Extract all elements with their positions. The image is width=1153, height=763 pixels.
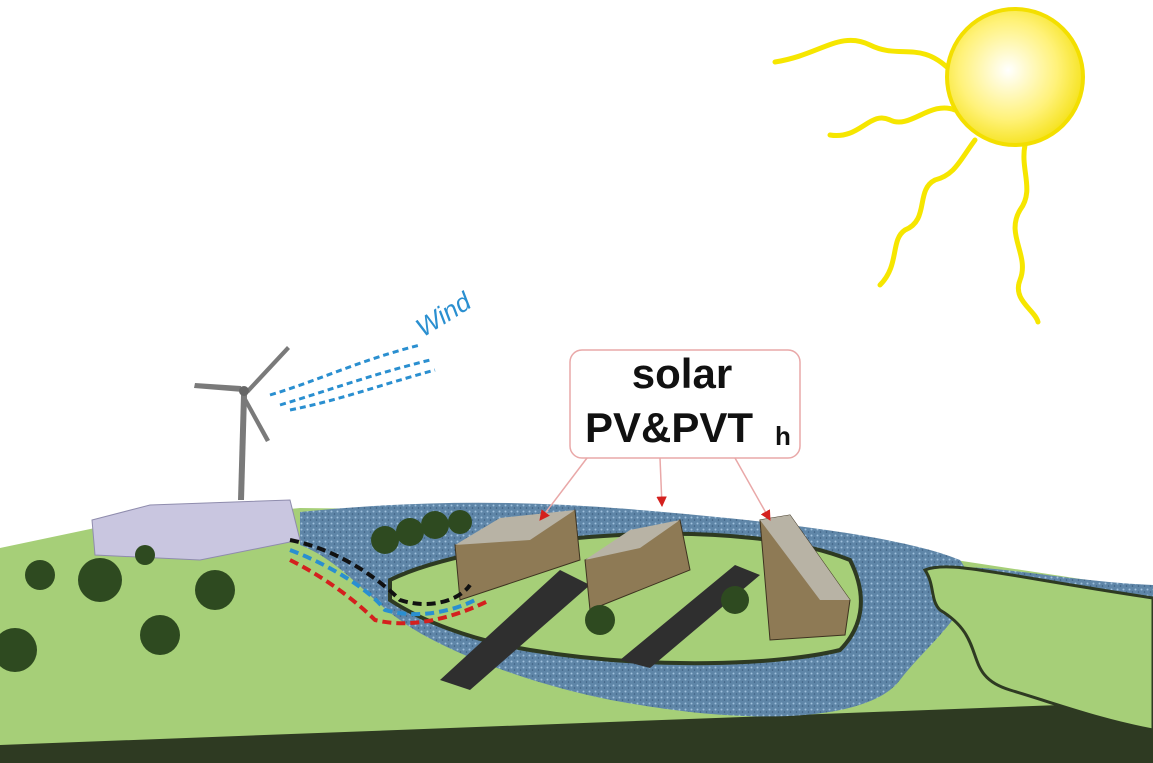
sun [775, 9, 1083, 322]
callout-line1: solar [632, 350, 732, 397]
wind-turbine [194, 346, 290, 500]
illustration: Wind solar PV&PVT h [0, 0, 1153, 763]
callout: solar PV&PVT h [540, 350, 800, 520]
page: Wind solar PV&PVT h (() => { const data … [0, 0, 1153, 763]
callout-line2: PV&PVT [585, 404, 753, 451]
callout-arrow [735, 458, 770, 520]
wind-label: Wind [410, 285, 477, 343]
callout-subscript: h [775, 421, 791, 451]
callout-arrow [660, 458, 662, 506]
wind-stream [270, 345, 435, 410]
